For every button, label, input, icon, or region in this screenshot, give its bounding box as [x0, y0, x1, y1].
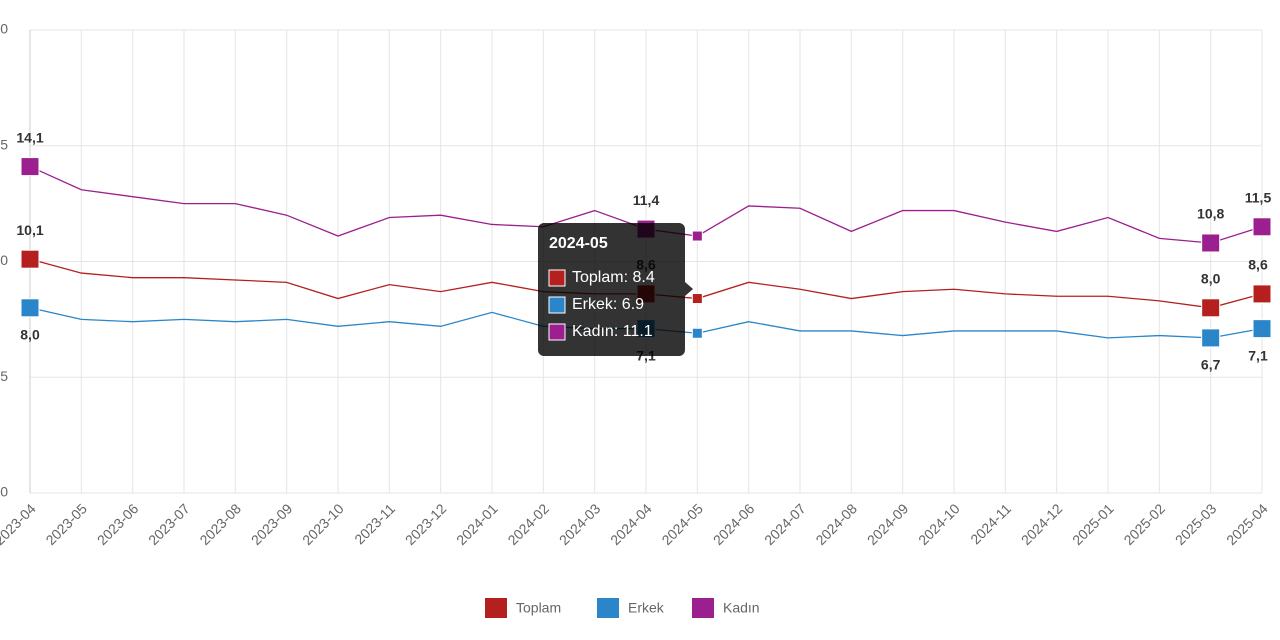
x-tick-label: 2023-09	[248, 500, 296, 548]
y-tick-label: 5	[0, 368, 8, 384]
tooltip-box	[538, 223, 685, 356]
x-tick-label: 2025-03	[1172, 500, 1220, 548]
value-label: 7,1	[1248, 347, 1268, 363]
tooltip-swatch	[548, 296, 566, 314]
y-tick-label: 0	[0, 484, 8, 500]
x-tick-label: 2024-01	[453, 500, 501, 548]
tooltip-title: 2024-05	[549, 235, 608, 252]
x-tick-label: 2024-10	[915, 500, 963, 548]
value-label: 8,0	[20, 327, 40, 343]
tooltip-line: Kadın: 11.1	[572, 323, 653, 340]
x-tick-label: 2023-11	[351, 500, 398, 547]
x-tick-label: 2024-02	[504, 500, 552, 548]
x-tick-label: 2024-08	[812, 500, 860, 548]
x-tick-label: 2023-07	[145, 500, 193, 548]
value-label: 8,0	[1201, 271, 1221, 287]
hover-marker	[691, 293, 703, 305]
tooltip-caret	[685, 282, 693, 296]
value-label: 10,8	[1197, 206, 1224, 222]
y-tick-label: 15	[0, 136, 8, 152]
x-tick-label: 2023-12	[402, 500, 450, 548]
x-tick-label: 2023-04	[0, 500, 39, 548]
point-marker	[20, 298, 40, 318]
y-tick-label: 10	[0, 252, 8, 268]
hover-marker	[691, 327, 703, 339]
y-tick-label: 20	[0, 21, 8, 37]
tooltip-line: Erkek: 6.9	[572, 296, 644, 313]
tooltip: 2024-05 Toplam: 8.4 Erkek: 6.9 Kadın: 11.1	[538, 223, 693, 356]
x-tick-label: 2025-02	[1120, 500, 1168, 548]
x-tick-label: 2023-06	[94, 500, 142, 548]
hover-marker	[691, 230, 703, 242]
x-tick-label: 2024-04	[607, 500, 655, 548]
point-marker	[20, 157, 40, 177]
x-tick-label: 2024-09	[864, 500, 912, 548]
tooltip-line: Toplam: 8.4	[572, 269, 655, 286]
legend-swatch[interactable]	[485, 598, 507, 618]
legend-label[interactable]: Toplam	[516, 600, 561, 616]
x-tick-label: 2024-11	[967, 500, 1014, 547]
legend-swatch[interactable]	[692, 598, 714, 618]
x-tick-label: 2025-04	[1223, 500, 1271, 548]
point-marker	[20, 249, 40, 269]
x-tick-label: 2024-03	[556, 500, 604, 548]
value-label: 8,6	[1248, 257, 1268, 273]
point-marker	[1201, 233, 1221, 253]
x-tick-label: 2024-06	[710, 500, 758, 548]
x-tick-label: 2023-08	[196, 500, 244, 548]
legend-swatch[interactable]	[597, 598, 619, 618]
value-label: 6,7	[1201, 357, 1221, 373]
x-tick-label: 2024-07	[761, 500, 809, 548]
x-tick-label: 2023-10	[299, 500, 347, 548]
x-tick-label: 2025-01	[1069, 500, 1117, 548]
point-marker	[1201, 298, 1221, 318]
point-marker	[1252, 217, 1272, 237]
tooltip-swatch	[548, 269, 566, 287]
point-marker	[1252, 284, 1272, 304]
point-marker	[1201, 328, 1221, 348]
legend-label[interactable]: Kadın	[723, 600, 760, 616]
tooltip-swatch	[548, 323, 566, 341]
x-tick-label: 2024-12	[1018, 500, 1066, 548]
value-label: 11,4	[633, 192, 660, 208]
value-label: 14,1	[16, 129, 43, 145]
legend-label[interactable]: Erkek	[628, 600, 665, 616]
value-label: 11,5	[1245, 189, 1272, 205]
x-tick-label: 2024-05	[658, 500, 706, 548]
value-label: 10,1	[16, 222, 43, 238]
x-tick-label: 2023-05	[42, 500, 90, 548]
point-marker	[1252, 319, 1272, 339]
